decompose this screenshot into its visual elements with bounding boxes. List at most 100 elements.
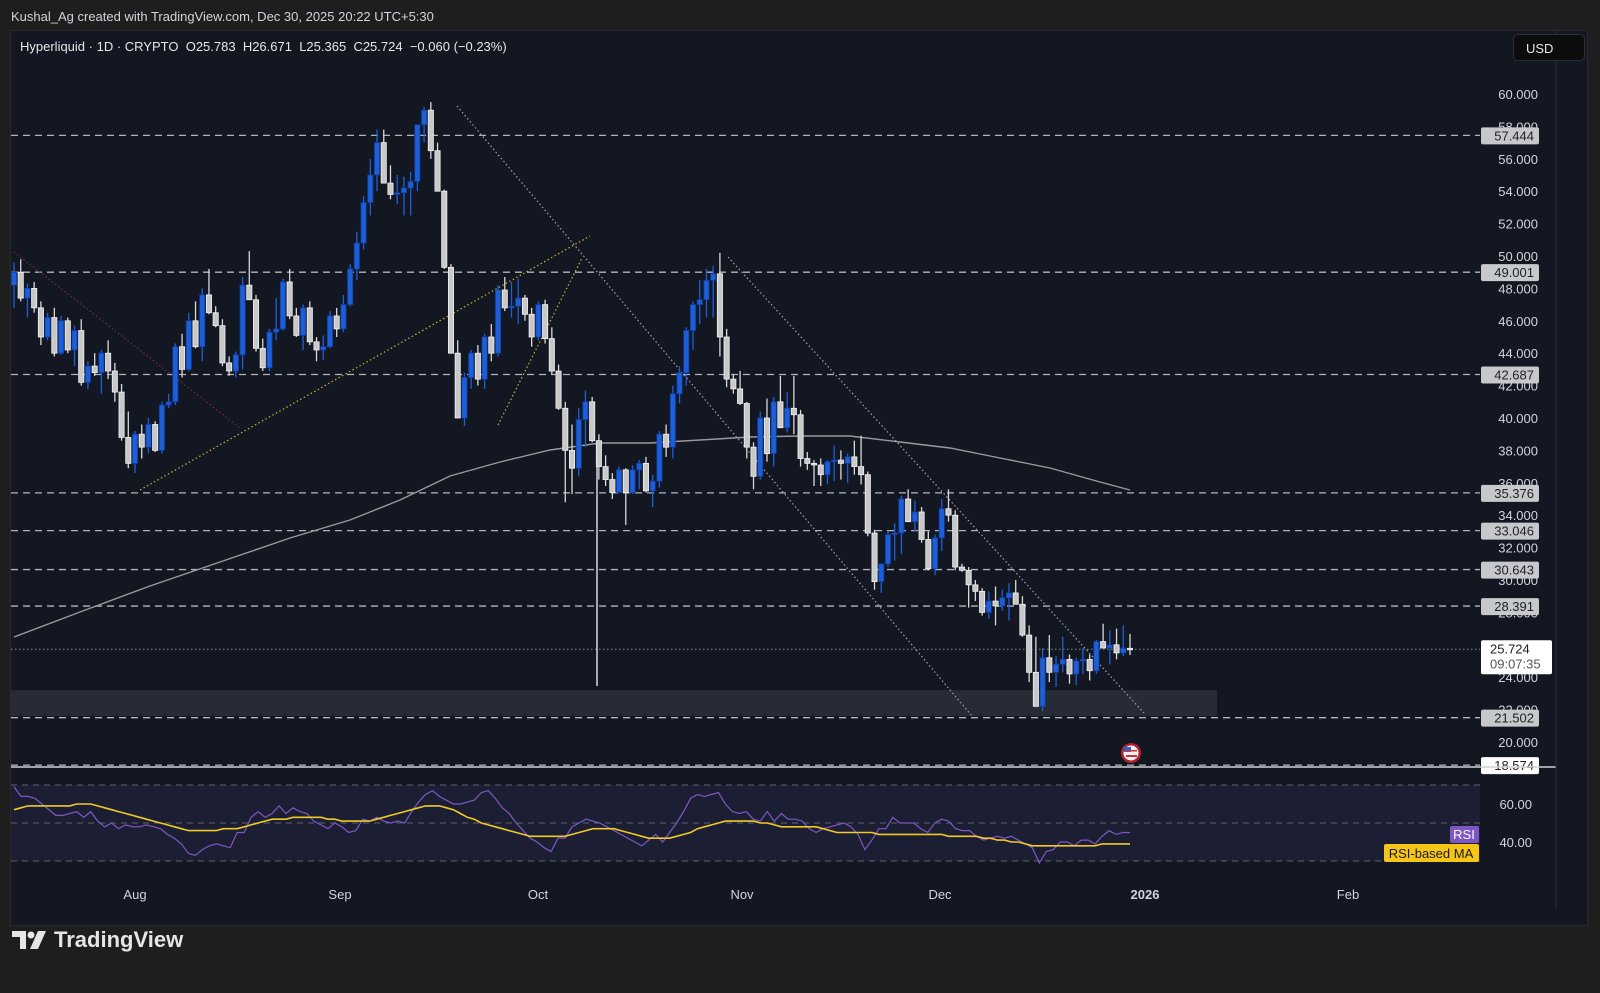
- candle-body: [145, 424, 152, 448]
- candle-body: [219, 325, 226, 364]
- candle-body: [1026, 634, 1033, 673]
- price-tick-label: 56.000: [1498, 152, 1538, 167]
- trend-line: [456, 105, 973, 717]
- rsi-ma-tag-label: RSI-based MA: [1389, 846, 1474, 861]
- price-level-value: 18.574: [1494, 758, 1534, 773]
- candle-body: [447, 266, 454, 354]
- candle-body: [649, 480, 656, 492]
- candle-body: [622, 469, 629, 493]
- candle-body: [118, 391, 125, 438]
- rsi-tag-label: RSI: [1453, 827, 1475, 842]
- candle-body: [898, 498, 905, 534]
- candle-body: [535, 304, 542, 338]
- candle-body: [111, 370, 118, 393]
- candle-body: [495, 289, 502, 354]
- price-level-tag: [1481, 127, 1539, 145]
- currency-button[interactable]: USD: [1513, 34, 1585, 61]
- candle-body: [454, 352, 461, 419]
- candle-body: [797, 414, 804, 459]
- candle-body: [602, 466, 609, 480]
- rsi-ma-tag: [1384, 844, 1479, 862]
- candle-body: [952, 514, 959, 568]
- candle-body: [656, 433, 663, 482]
- candle-body: [78, 330, 85, 383]
- price-tick-label: 50.000: [1498, 249, 1538, 264]
- candle-body: [98, 352, 105, 374]
- ohlc-change: −0.060 (−0.23%): [409, 39, 507, 54]
- candle-body: [468, 352, 475, 378]
- candle-body: [300, 307, 307, 336]
- price-level-value: 42.687: [1494, 367, 1534, 382]
- candle-body: [575, 419, 582, 469]
- candle-body: [105, 352, 112, 372]
- last-price-value: 25.724: [1490, 641, 1530, 656]
- price-tick-label: 48.000: [1498, 281, 1538, 296]
- time-tick-label: Aug: [123, 887, 146, 902]
- demand-zone: [11, 690, 1217, 717]
- candle-body: [253, 299, 260, 349]
- candle-body: [37, 307, 44, 338]
- candle-body: [616, 469, 623, 493]
- candle-body: [663, 433, 670, 448]
- candle-body: [179, 346, 186, 370]
- candle-body: [582, 401, 589, 421]
- candle-body: [979, 590, 986, 613]
- candle-body: [461, 377, 468, 419]
- candle-body: [589, 401, 596, 442]
- chart-frame: [10, 30, 1588, 926]
- candle-body: [185, 320, 192, 370]
- candle-body: [91, 365, 98, 374]
- candle-body: [172, 346, 179, 403]
- candle-body: [1053, 663, 1060, 673]
- candle-body: [31, 287, 38, 309]
- candle-body: [1079, 658, 1086, 662]
- candle-body: [158, 404, 165, 451]
- tradingview-mark-icon: [12, 931, 46, 949]
- rsi-tick-label: 40.00: [1499, 835, 1532, 850]
- price-tick-label: 46.000: [1498, 314, 1538, 329]
- candle-body: [676, 372, 683, 395]
- candle-body: [58, 320, 65, 354]
- candle-body: [273, 328, 280, 333]
- candle-body: [669, 393, 676, 448]
- price-level-tag: [1481, 522, 1539, 540]
- candle-body: [132, 433, 139, 464]
- price-tick-label: 52.000: [1498, 217, 1538, 232]
- chart-credit: Kushal_Ag created with TradingView.com, …: [11, 9, 434, 24]
- candle-body: [730, 378, 737, 390]
- candle-body: [972, 584, 979, 592]
- price-level-tag: [1481, 757, 1539, 775]
- candle-body: [414, 124, 421, 182]
- candle-body: [918, 511, 925, 540]
- candle-body: [51, 317, 58, 354]
- candle-body: [824, 461, 831, 476]
- candle-body: [427, 109, 434, 152]
- candle-body: [320, 346, 327, 351]
- us-event-flag-icon[interactable]: [1121, 743, 1141, 763]
- candle-body: [1093, 641, 1100, 672]
- price-level-value: 21.502: [1494, 711, 1534, 726]
- candle-body: [938, 508, 945, 539]
- price-level-value: 28.391: [1494, 599, 1534, 614]
- candle-body: [306, 307, 313, 343]
- rsi-tag: [1450, 826, 1479, 843]
- candle-body: [871, 532, 878, 583]
- candle-body: [441, 190, 448, 268]
- candle-body: [1005, 592, 1012, 599]
- ohlc-high: H26.671: [242, 39, 292, 54]
- candle-body: [165, 401, 172, 406]
- candle-body: [770, 401, 777, 455]
- candle-body: [380, 142, 387, 184]
- candle-body: [542, 304, 549, 340]
- trend-line: [497, 257, 583, 426]
- candle-body: [501, 289, 508, 309]
- candle-body: [340, 304, 347, 330]
- tradingview-brand: TradingView: [54, 927, 184, 952]
- symbol-name[interactable]: Hyperliquid · 1D · CRYPTO: [20, 39, 179, 54]
- candle-body: [1073, 660, 1080, 675]
- candle-body: [313, 341, 320, 351]
- price-tick-label: 38.000: [1498, 443, 1538, 458]
- candle-body: [642, 462, 649, 492]
- candle-body: [743, 403, 750, 448]
